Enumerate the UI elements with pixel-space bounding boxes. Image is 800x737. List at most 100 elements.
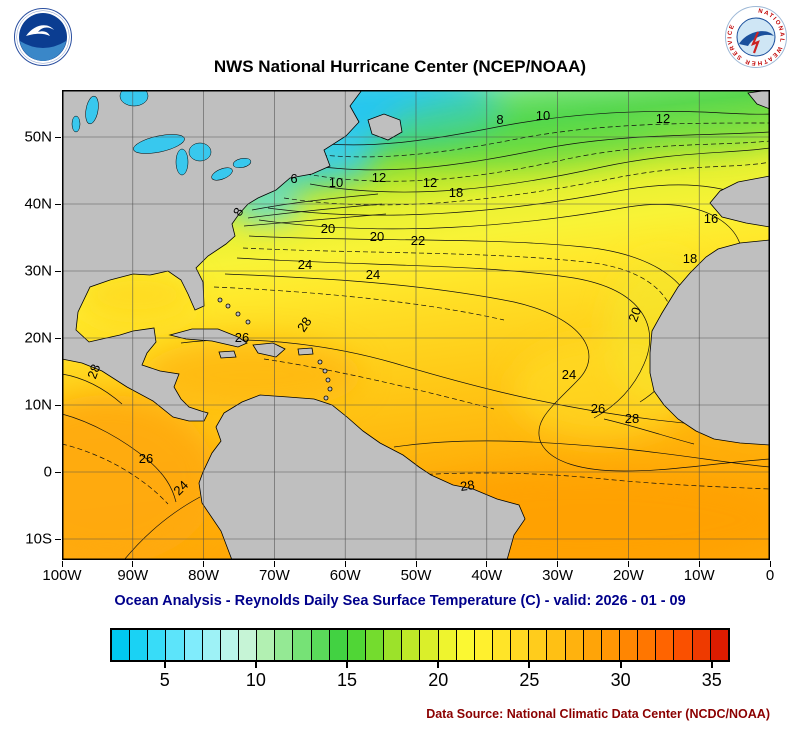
- lat-tick-label: 40N: [24, 195, 52, 213]
- colorbar-tick: [437, 662, 440, 668]
- colorbar-cell: [384, 630, 403, 660]
- lon-tick-label: 70W: [258, 567, 290, 584]
- colorbar-cell: [347, 630, 366, 660]
- lat-tick: [55, 471, 61, 473]
- lon-tick-label: 80W: [188, 567, 220, 584]
- colorbar-cell: [529, 630, 548, 660]
- contour-label: 24: [366, 267, 380, 282]
- colorbar-cell: [365, 630, 385, 660]
- colorbar-cell: [202, 630, 221, 660]
- colorbar-tick-label: 10: [245, 670, 266, 690]
- lakes: [71, 90, 252, 181]
- lon-tick-label: 100W: [42, 567, 82, 584]
- colorbar-cell: [112, 630, 131, 660]
- colorbar-cell: [674, 630, 693, 660]
- hispaniola-land: [252, 342, 286, 358]
- lat-tick: [55, 270, 61, 272]
- lat-tick: [55, 337, 61, 339]
- colorbar-tick: [528, 662, 531, 668]
- lon-tick: [203, 561, 205, 567]
- colorbar-cell: [130, 630, 149, 660]
- colorbar-tick: [254, 662, 257, 668]
- sst-map: 8 10 12 6 10 12 12 18 8 16 20 20 22 18 24 24 20 28 26 28 24 2…: [62, 90, 770, 560]
- puerto-rico-land: [297, 347, 314, 356]
- jamaica-land: [218, 350, 237, 359]
- england-land: [747, 90, 770, 110]
- lon-tick-label: 90W: [117, 567, 149, 584]
- colorbar-cell: [583, 630, 602, 660]
- colorbar-cell: [238, 630, 258, 660]
- lon-tick: [132, 561, 134, 567]
- grid-lines: [62, 90, 770, 560]
- contour-label: 18: [449, 185, 463, 200]
- colorbar-cell: [638, 630, 657, 660]
- data-source-text: Data Source: National Climatic Data Cent…: [426, 707, 770, 721]
- isotherm-lines: [62, 111, 770, 560]
- colorbar-cell: [692, 630, 711, 660]
- lat-tick-label: 10S: [25, 530, 52, 548]
- colorbar-tick-label: 20: [428, 670, 449, 690]
- contour-label: 28: [625, 411, 639, 426]
- colorbar-cell: [184, 630, 203, 660]
- lon-tick: [61, 561, 63, 567]
- lat-tick-label: 10N: [24, 396, 52, 414]
- contour-label: 12: [423, 175, 437, 190]
- colorbar-tick: [710, 662, 713, 668]
- lat-tick-label: 30N: [24, 262, 52, 280]
- africa-land: [649, 239, 770, 446]
- nws-logo-icon: NATIONAL WEATHER SERVICE: [725, 6, 787, 68]
- colorbar-cell: [329, 630, 348, 660]
- lat-tick: [55, 404, 61, 406]
- lon-tick-label: 40W: [471, 567, 503, 584]
- colorbar-tick: [163, 662, 166, 668]
- colorbar-cell: [601, 630, 620, 660]
- colorbar-cell: [293, 630, 312, 660]
- lon-tick: [415, 561, 417, 567]
- contour-label: 26: [235, 330, 249, 345]
- lon-tick-label: 60W: [329, 567, 361, 584]
- lon-tick-label: 50W: [400, 567, 432, 584]
- iberia-land: [709, 175, 770, 228]
- contour-label: 24: [298, 257, 312, 272]
- colorbar: [110, 628, 730, 662]
- newfoundland-land: [367, 113, 403, 141]
- contour-label: 16: [704, 211, 718, 226]
- contour-label: 10: [329, 175, 343, 190]
- contour-label: 20: [370, 229, 384, 244]
- lon-tick-label: 0: [765, 567, 775, 584]
- colorbar-cell: [547, 630, 566, 660]
- lat-tick: [55, 203, 61, 205]
- colorbar-cell: [275, 630, 294, 660]
- contour-label: 6: [290, 171, 297, 186]
- contour-label: 24: [562, 367, 576, 382]
- lon-tick-label: 30W: [542, 567, 574, 584]
- colorbar-cell: [619, 630, 639, 660]
- lat-tick-label: 0: [43, 463, 52, 481]
- colorbar-cell: [402, 630, 421, 660]
- lon-tick: [698, 561, 700, 567]
- map-caption: Ocean Analysis - Reynolds Daily Sea Surf…: [114, 593, 686, 609]
- contour-label: 26: [591, 401, 605, 416]
- colorbar-tick-label: 35: [701, 670, 722, 690]
- colorbar-cell: [220, 630, 239, 660]
- colorbar-cell: [492, 630, 512, 660]
- colorbar-cell: [311, 630, 330, 660]
- contour-label: 12: [372, 170, 386, 185]
- colorbar-cell: [166, 630, 185, 660]
- lon-tick-label: 20W: [612, 567, 644, 584]
- noaa-logo-icon: [14, 8, 72, 66]
- lon-tick: [486, 561, 488, 567]
- lat-tick-label: 50N: [24, 128, 52, 146]
- colorbar-cell: [257, 630, 276, 660]
- lon-tick: [627, 561, 629, 567]
- lon-tick: [344, 561, 346, 567]
- lat-tick: [55, 538, 61, 540]
- map-border: [62, 90, 770, 560]
- colorbar-tick-label: 5: [159, 670, 170, 690]
- contour-label: 10: [536, 108, 550, 123]
- colorbar-cell: [565, 630, 584, 660]
- contour-label: 28: [459, 477, 475, 494]
